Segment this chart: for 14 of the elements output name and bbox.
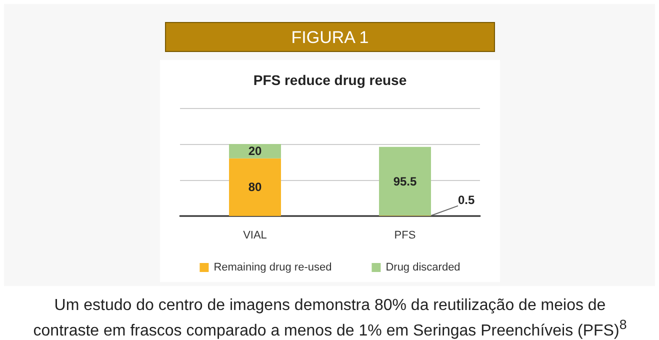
data-label: 95.5 (393, 174, 417, 188)
bar (229, 144, 281, 158)
legend-label: Drug discarded (386, 262, 460, 274)
chart-title: FIGURA 1 (165, 22, 495, 52)
x-tick-label: VIAL (243, 230, 267, 242)
text: Um estudo do centro de imagens demonstra 80% da reutilização de meios de contraste em frascos comparado a menos de 1% em Seringas Preenchíveis (PFS)$^{8}$ (32, 296, 628, 340)
legend-label: Remaining drug re-used (214, 262, 332, 274)
bar (379, 146, 431, 216)
bar (229, 158, 281, 216)
chart-subtitle: PFS reduce drug reuse (253, 72, 407, 88)
data-label: 20 (248, 144, 262, 158)
data-label: 80 (248, 180, 262, 194)
x-tick-label: PFS (394, 230, 416, 242)
data-label: 0.5 (458, 192, 476, 207)
